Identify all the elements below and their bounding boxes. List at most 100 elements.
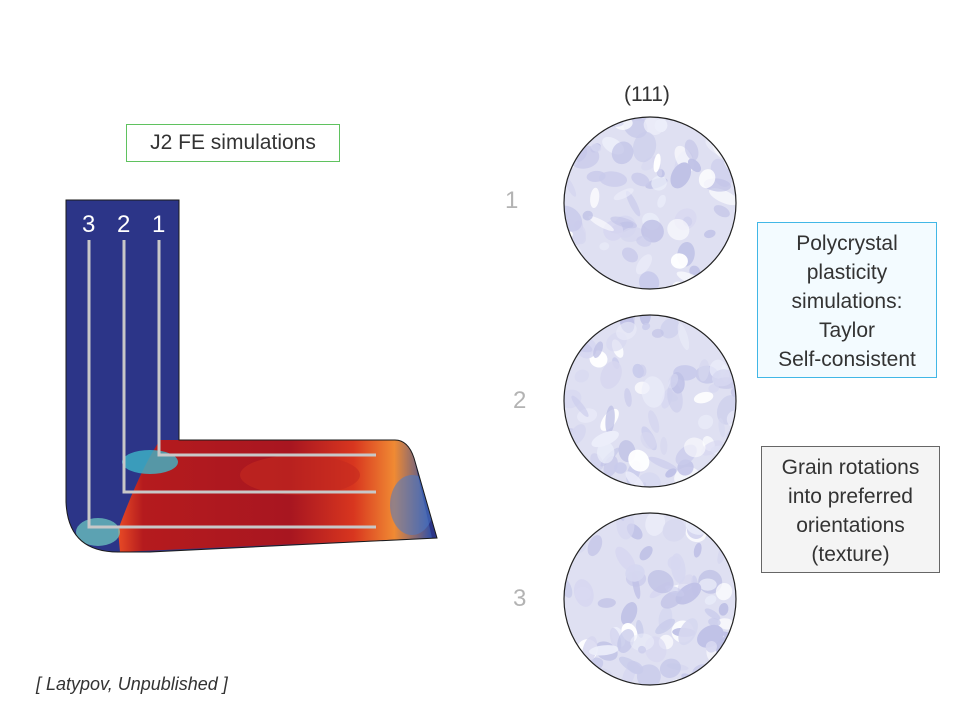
texture-blob — [705, 641, 718, 653]
texture-blob — [579, 315, 598, 326]
texture-blob — [615, 546, 636, 572]
texture-blob — [590, 143, 602, 152]
texture-blob — [727, 528, 736, 549]
texture-blob — [588, 215, 614, 232]
texture-blob — [566, 672, 579, 685]
texture-blob — [678, 618, 698, 646]
texture-blob — [709, 188, 736, 206]
texture-blob — [722, 117, 736, 134]
texture-blob — [710, 662, 729, 679]
texture-blob — [730, 149, 736, 171]
texture-blob — [670, 162, 692, 189]
texture-blob — [659, 658, 681, 679]
texture-blob — [715, 272, 725, 285]
texture-blob — [651, 175, 667, 191]
texture-blob — [573, 513, 594, 521]
strain-hotspot — [240, 455, 360, 495]
texture-blob — [638, 364, 647, 377]
texture-blob — [677, 323, 690, 351]
grain-line-2: into preferred — [788, 485, 913, 508]
texture-blob — [665, 468, 677, 478]
pole-figure-outline — [563, 116, 737, 290]
pole-figure-1 — [563, 116, 737, 290]
texture-blob — [651, 328, 664, 338]
texture-blob — [657, 194, 666, 208]
texture-blob — [625, 190, 641, 217]
texture-blob — [564, 277, 577, 289]
texture-blob — [638, 271, 660, 289]
texture-blob — [631, 172, 650, 187]
texture-blob — [728, 315, 736, 324]
texture-blob — [600, 361, 622, 389]
texture-blob — [693, 542, 702, 558]
texture-blob — [625, 564, 645, 582]
texture-blob — [574, 369, 590, 383]
texture-blob — [628, 449, 650, 472]
texture-blob — [624, 388, 632, 407]
channel-label-2: 2 — [117, 211, 130, 238]
pole-figure-2 — [563, 314, 737, 488]
texture-blob — [709, 128, 724, 141]
pole-figure-number-1: 1 — [505, 187, 519, 214]
texture-blob — [639, 545, 653, 561]
texture-blob — [718, 602, 729, 616]
texture-blob — [590, 187, 600, 209]
texture-blob — [687, 158, 702, 173]
texture-blob — [698, 169, 716, 189]
texture-blob — [617, 629, 635, 653]
texture-blob — [730, 387, 736, 397]
texture-blob — [582, 210, 593, 221]
texture-blob — [717, 649, 736, 658]
pole-figure-number-3: 3 — [513, 585, 527, 612]
texture-blob — [564, 274, 586, 289]
texture-blob — [640, 431, 657, 450]
pole-figure-outline — [563, 512, 737, 686]
texture-blob — [667, 218, 690, 241]
texture-blob — [599, 242, 610, 251]
texture-blob — [587, 535, 603, 557]
grain-rotations-box: Grain rotations into preferred orientati… — [761, 446, 940, 573]
texture-blob — [713, 205, 730, 218]
texture-blob — [684, 437, 706, 458]
texture-blob — [635, 254, 653, 275]
texture-blob — [618, 656, 643, 674]
texture-blob — [636, 472, 661, 487]
texture-blob — [655, 618, 675, 635]
texture-blob — [713, 117, 729, 124]
texture-blob — [698, 359, 710, 382]
grain-line-1: Grain rotations — [781, 456, 920, 479]
texture-blob — [675, 582, 702, 605]
pole-figure-number-2: 2 — [513, 387, 527, 414]
texture-blob — [630, 633, 655, 651]
texture-blob — [596, 441, 615, 464]
texture-blob — [693, 391, 714, 404]
texture-blob — [614, 462, 627, 474]
texture-blob — [564, 577, 573, 598]
texture-blob — [654, 118, 668, 133]
texture-blob — [709, 324, 720, 339]
texture-blob — [620, 602, 638, 626]
texture-blob — [653, 153, 661, 173]
texture-blob — [621, 247, 639, 263]
texture-blob — [670, 253, 688, 269]
texture-blob — [700, 440, 723, 456]
texture-blob — [720, 315, 736, 327]
texture-blob — [564, 205, 583, 232]
pole-figure-label: (111) — [624, 83, 670, 106]
texture-blob — [728, 480, 736, 487]
texture-blob — [717, 618, 735, 630]
texture-blob — [724, 117, 736, 131]
fe-simulations-box: J2 FE simulations — [126, 124, 340, 162]
texture-blob — [616, 321, 637, 341]
texture-blob — [593, 341, 604, 358]
texture-blob — [697, 624, 724, 648]
texture-blob — [638, 645, 646, 654]
polycrystal-plasticity-box: Polycrystal plasticity simulations: Tayl… — [757, 222, 937, 378]
polycrystal-line-1: Polycrystal — [796, 232, 898, 255]
texture-blob — [597, 598, 616, 608]
texture-blob — [571, 395, 589, 417]
texture-blob — [709, 521, 736, 531]
texture-blob — [729, 343, 736, 363]
texture-blob — [660, 436, 668, 455]
